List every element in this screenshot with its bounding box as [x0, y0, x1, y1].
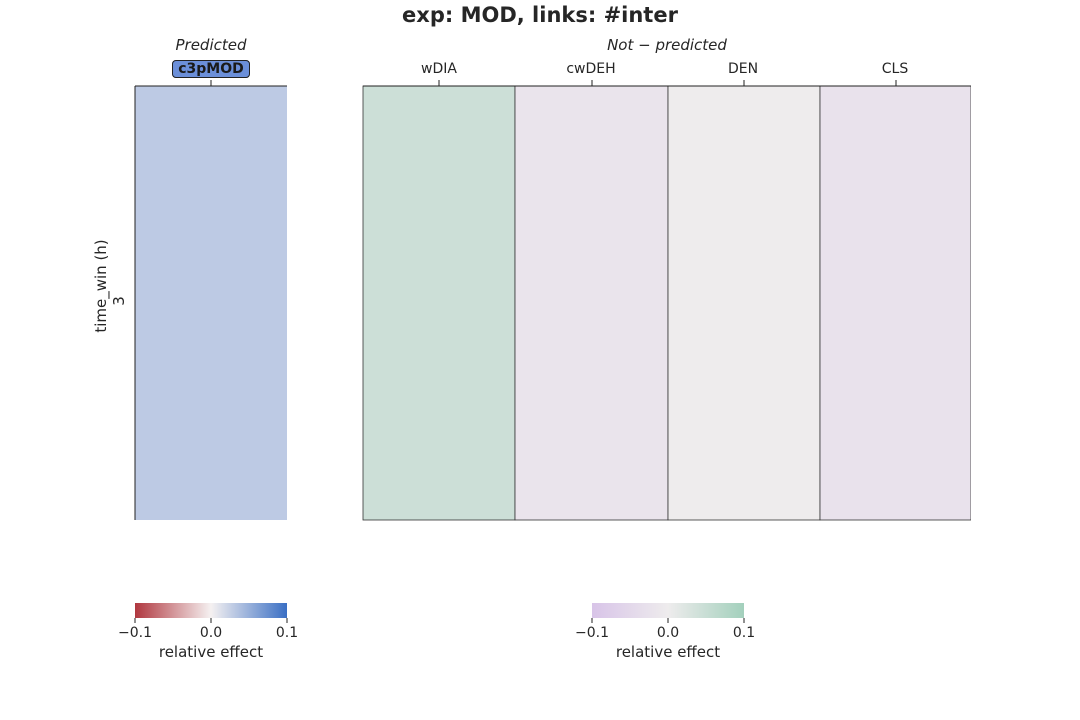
tick-label-cls: CLS [881, 61, 909, 77]
not-predicted-colorbar [592, 603, 744, 618]
cbar-right-tick-label-min: −0.1 [575, 625, 609, 641]
heatmap-cell-den [667, 85, 821, 521]
tick-label-cwdeh: cwDEH [566, 61, 616, 77]
heatmap-cell-c3pmod [135, 86, 287, 520]
tick-label-den: DEN [727, 61, 759, 77]
predicted-panel-title: Predicted [175, 36, 247, 54]
tick-label-c3pmod: c3pMOD [172, 60, 250, 78]
heatmap-cell-wdia [362, 85, 516, 521]
cbar-right-tick-label-mid: 0.0 [656, 625, 680, 641]
heatmap-cell-cls [819, 85, 972, 521]
figure-title: exp: MOD, links: #inter [402, 3, 678, 27]
tick-label-wdia: wDIA [421, 61, 457, 77]
cbar-left-tick-label-mid: 0.0 [199, 625, 223, 641]
not-predicted-panel-title: Not − predicted [607, 36, 727, 54]
cbar-left-tick-label-min: −0.1 [118, 625, 152, 641]
cbar-left-tick-label-max: 0.1 [275, 625, 299, 641]
cbar-right-tick-label-max: 0.1 [732, 625, 756, 641]
cbar-right-label: relative effect [615, 643, 721, 661]
heatmap-cell-cwdeh [514, 85, 669, 521]
predicted-tick-wrap: c3pMOD [135, 58, 287, 80]
right-edge-mask [971, 85, 981, 522]
predicted-colorbar [135, 603, 287, 618]
cbar-left-label: relative effect [158, 643, 264, 661]
